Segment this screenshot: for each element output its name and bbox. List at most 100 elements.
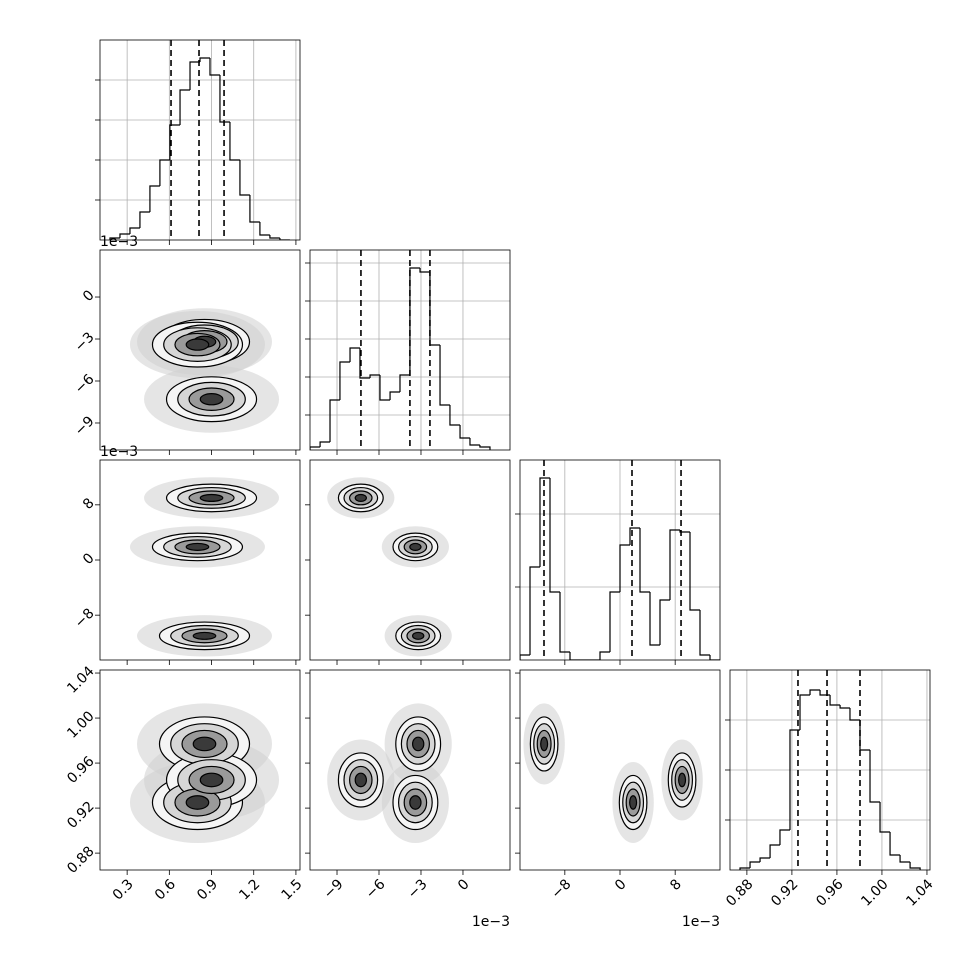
histogram-step bbox=[409, 267, 421, 375]
panel-content bbox=[129, 703, 280, 843]
y-tick-label: −8 bbox=[72, 606, 98, 632]
y-tick-label: −6 bbox=[72, 371, 98, 397]
y-tick-label: −9 bbox=[72, 413, 98, 439]
histogram-step bbox=[419, 268, 430, 273]
histogram-step bbox=[849, 708, 860, 721]
histogram-step bbox=[679, 530, 690, 533]
density-contour bbox=[354, 493, 368, 502]
histogram-step bbox=[629, 527, 640, 545]
histogram-step bbox=[739, 867, 751, 870]
histogram-step bbox=[339, 361, 351, 400]
histogram-panel: 0.88 0.92 0.96 1.00 1.04 bbox=[723, 669, 937, 910]
x-tick-label: 0.88 bbox=[723, 876, 756, 909]
histogram-step bbox=[819, 690, 831, 696]
panel-frame bbox=[309, 249, 511, 451]
density-contour bbox=[185, 338, 210, 351]
y-tick-label: 8 bbox=[80, 495, 98, 513]
x-tick-label: 0.96 bbox=[813, 876, 846, 909]
density-contour bbox=[409, 542, 422, 551]
histogram-step bbox=[439, 345, 450, 406]
panel-frame bbox=[309, 669, 511, 871]
histogram-step bbox=[179, 89, 191, 125]
density-panel: −9 −6 −3 0 1e−3 bbox=[72, 234, 301, 455]
histogram-step bbox=[539, 477, 550, 567]
histogram-panel bbox=[95, 39, 301, 245]
histogram-step bbox=[269, 235, 280, 239]
panel-frame bbox=[309, 459, 511, 661]
histogram-step bbox=[310, 446, 321, 450]
x-tick-label: 0.92 bbox=[768, 876, 801, 909]
histogram-step bbox=[789, 729, 801, 830]
histogram-step bbox=[669, 529, 680, 600]
histogram-step bbox=[249, 195, 260, 223]
density-panel: −8 0 8 1e−3 bbox=[72, 444, 301, 665]
histogram-step bbox=[329, 399, 340, 442]
x-tick-label: 1.2 bbox=[236, 876, 263, 903]
histogram-step bbox=[639, 528, 650, 593]
x-tick-label: 0.9 bbox=[194, 876, 221, 903]
histogram-step bbox=[879, 802, 891, 833]
panel-content bbox=[129, 477, 280, 657]
histogram-step bbox=[709, 655, 720, 660]
density-panel: −8 0 8 1e−3 bbox=[515, 669, 721, 930]
x-offset-label: 1e−3 bbox=[472, 914, 510, 930]
histogram-step bbox=[139, 211, 150, 228]
histogram-step bbox=[549, 478, 560, 593]
density-contour bbox=[354, 772, 368, 788]
histogram-step bbox=[389, 391, 400, 400]
histogram-step bbox=[219, 75, 230, 123]
density-contour bbox=[411, 736, 425, 752]
histogram-step bbox=[109, 237, 120, 240]
histogram-step bbox=[569, 652, 580, 660]
histogram-step bbox=[659, 599, 670, 645]
histogram-step bbox=[189, 61, 200, 90]
density-panel bbox=[305, 459, 511, 665]
panel-content bbox=[327, 477, 452, 657]
histogram-step bbox=[159, 159, 170, 186]
histogram-step bbox=[369, 374, 380, 378]
histogram-step bbox=[609, 591, 620, 652]
histogram-step bbox=[459, 425, 470, 439]
histogram-step bbox=[529, 566, 540, 655]
x-offset-label: 1e−3 bbox=[682, 914, 720, 930]
histogram-step bbox=[359, 348, 371, 379]
histogram-step bbox=[379, 375, 391, 401]
y-tick-label: −3 bbox=[72, 329, 98, 355]
histogram-step bbox=[769, 844, 780, 858]
panel-frame bbox=[99, 459, 301, 661]
histogram-step bbox=[259, 222, 270, 236]
density-contour bbox=[678, 772, 687, 788]
histogram-step bbox=[699, 610, 710, 656]
histogram-step bbox=[859, 720, 871, 751]
x-tick-label: 0.3 bbox=[110, 876, 137, 903]
y-tick-label: 0 bbox=[80, 287, 98, 305]
histogram-step bbox=[779, 829, 790, 845]
panel-content bbox=[523, 703, 703, 843]
histogram-step bbox=[449, 405, 461, 426]
histogram-step bbox=[469, 438, 480, 446]
histogram-step bbox=[559, 592, 570, 653]
histogram-step bbox=[149, 185, 160, 212]
histogram-step bbox=[899, 855, 911, 863]
histogram-step bbox=[689, 532, 700, 611]
x-tick-label: −6 bbox=[363, 876, 389, 902]
density-contour bbox=[185, 795, 210, 810]
histogram-step bbox=[119, 233, 130, 238]
density-panel: −9 −6 −3 0 1e−3 bbox=[305, 669, 511, 930]
histogram-step bbox=[599, 651, 610, 660]
histogram-step bbox=[749, 861, 761, 868]
x-tick-label: 1.04 bbox=[903, 876, 936, 909]
panel-content bbox=[310, 250, 510, 450]
x-tick-label: −3 bbox=[405, 876, 431, 902]
histogram-step bbox=[209, 58, 220, 76]
panel-content bbox=[520, 460, 720, 660]
histogram-panel bbox=[305, 249, 511, 455]
histogram-step bbox=[619, 544, 630, 592]
histogram-step bbox=[129, 227, 140, 234]
histogram-step bbox=[799, 694, 811, 730]
histogram-step bbox=[169, 124, 181, 160]
panel-frame bbox=[99, 249, 301, 451]
x-tick-label: 0.6 bbox=[152, 876, 179, 903]
histogram-step bbox=[349, 347, 360, 362]
